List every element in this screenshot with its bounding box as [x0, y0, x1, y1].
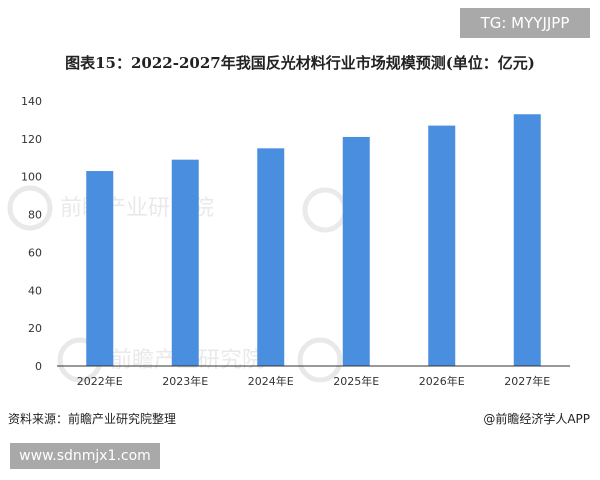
y-tick-label: 100 [21, 171, 42, 184]
x-tick-label: 2025年E [333, 374, 379, 388]
bar-2023年E [171, 159, 199, 366]
y-tick-label: 20 [28, 322, 42, 335]
bar-2024年E [257, 148, 285, 366]
source-note: 资料来源：前瞻产业研究院整理 [8, 412, 177, 426]
brand-credit: @前瞻经济学人APP [483, 412, 590, 426]
bar-2022年E [86, 171, 114, 366]
x-tick-label: 2022年E [77, 374, 123, 388]
bar-2025年E [342, 136, 370, 366]
y-tick-label: 80 [28, 209, 42, 222]
y-tick-label: 40 [28, 284, 42, 297]
x-tick-label: 2026年E [419, 374, 465, 388]
x-axis-ticks: 2022年E 2023年E 2024年E 2025年E 2026年E 2027年E [77, 374, 550, 388]
url-badge: www.sdnmjx1.com [10, 443, 160, 469]
y-tick-label: 60 [28, 246, 42, 259]
tag-badge: TG: MYYJJPP [460, 8, 590, 38]
x-tick-label: 2027年E [504, 374, 550, 388]
y-tick-label: 120 [21, 133, 42, 146]
x-tick-label: 2023年E [162, 374, 208, 388]
bar-2026年E [428, 125, 456, 366]
y-tick-label: 140 [21, 95, 42, 108]
x-tick-label: 2024年E [248, 374, 294, 388]
bars-layer [86, 114, 541, 366]
bar-2027年E [513, 114, 541, 366]
y-axis-ticks: 0 20 40 60 80 100 120 140 [21, 95, 42, 373]
y-tick-label: 0 [35, 360, 42, 373]
chart-title: 图表15：2022-2027年我国反光材料行业市场规模预测(单位：亿元) [65, 54, 535, 72]
